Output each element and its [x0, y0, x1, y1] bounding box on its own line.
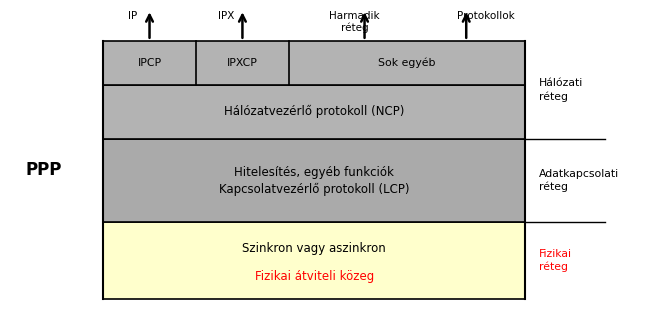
Bar [103, 222, 525, 299]
Text: PPP: PPP [25, 161, 61, 179]
Bar [103, 139, 525, 222]
Text: IP: IP [128, 11, 138, 21]
Text: IPX: IPX [217, 11, 234, 21]
Text: Fizikai
réteg: Fizikai réteg [539, 249, 572, 272]
Text: Hitelesítés, egyéb funkciók
Kapcsolatvezérlő protokoll (LCP): Hitelesítés, egyéb funkciók Kapcsolatvez… [219, 166, 410, 196]
Text: Fizikai átviteli közeg: Fizikai átviteli közeg [255, 270, 374, 283]
Text: Hálózatvezérlő protokoll (NCP): Hálózatvezérlő protokoll (NCP) [224, 105, 404, 119]
Bar [103, 41, 525, 85]
Text: IPXCP: IPXCP [227, 58, 258, 68]
Text: Protokollok: Protokollok [458, 11, 515, 21]
Text: IPCP: IPCP [138, 58, 162, 68]
Text: Sok egyéb: Sok egyéb [378, 57, 436, 68]
Bar [103, 85, 525, 139]
Text: Hálózati
réteg: Hálózati réteg [539, 79, 583, 101]
Text: Szinkron vagy aszinkron: Szinkron vagy aszinkron [242, 242, 386, 254]
Text: Harmadik
réteg: Harmadik réteg [329, 11, 380, 33]
Text: Adatkapcsolati
réteg: Adatkapcsolati réteg [539, 169, 618, 192]
